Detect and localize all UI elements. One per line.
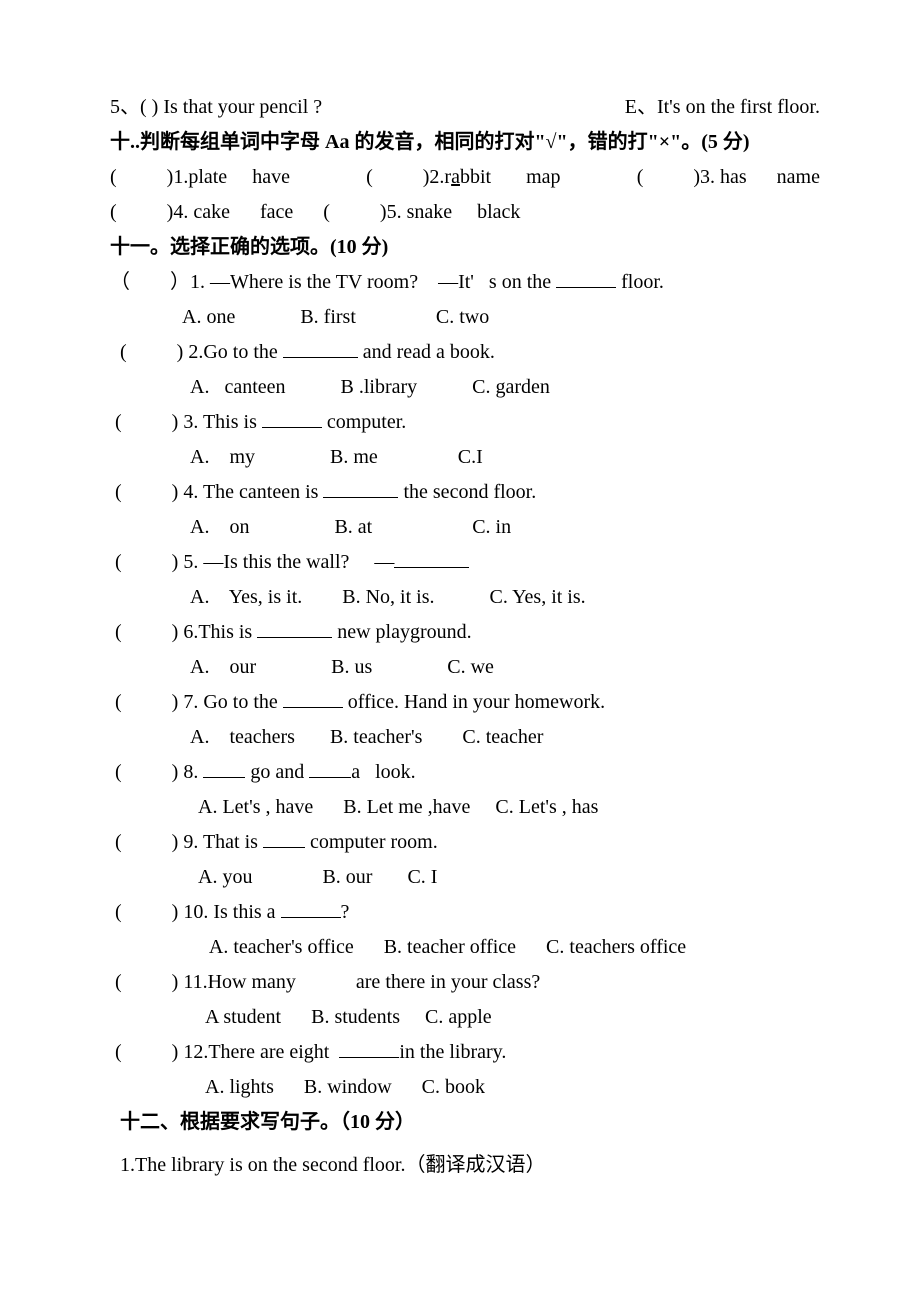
section12-q1: 1.The library is on the second floor.（翻译… [110, 1148, 820, 1183]
blank[interactable] [309, 759, 351, 778]
q11-5-opts: A. Yes, is it. B. No, it is. C. Yes, it … [110, 580, 820, 615]
q5-row: 5、( ) Is that your pencil ? E、It's on th… [110, 90, 820, 125]
s10-r2-b: ( )5. snake black [323, 195, 520, 230]
blank[interactable] [556, 269, 616, 288]
q11-11: ( ) 11.How many are there in your class? [110, 965, 820, 1000]
q11-12-opts: A. lights B. window C. book [110, 1070, 820, 1105]
worksheet-page: 5、( ) Is that your pencil ? E、It's on th… [0, 0, 920, 1302]
q11-3: ( ) 3. This is computer. [110, 405, 820, 440]
blank[interactable] [283, 339, 358, 358]
blank[interactable] [339, 1039, 399, 1058]
blank[interactable] [323, 479, 398, 498]
q11-9-opts: A. you B. our C. I [110, 860, 820, 895]
q11-11-opts: A student B. students C. apple [110, 1000, 820, 1035]
section11-heading: 十一。选择正确的选项。(10 分) [110, 230, 820, 265]
q11-4-opts: A. on B. at C. in [110, 510, 820, 545]
blank[interactable] [281, 899, 341, 918]
q11-8: ( ) 8. go and a look. [110, 755, 820, 790]
section12-heading: 十二、根据要求写句子。（10 分） [110, 1105, 820, 1140]
s10-r2-a: ( )4. cake face [110, 195, 293, 230]
q11-6-opts: A. our B. us C. we [110, 650, 820, 685]
q11-8-opts: A. Let's , have B. Let me ,have C. Let's… [110, 790, 820, 825]
q11-2: ( ) 2.Go to the and read a book. [110, 335, 820, 370]
blank[interactable] [257, 619, 332, 638]
section10-heading: 十..判断每组单词中字母 Aa 的发音，相同的打对"√"，错的打"×"。(5 分… [110, 125, 820, 160]
q11-7-opts: A. teachers B. teacher's C. teacher [110, 720, 820, 755]
s10-r1-a: ( )1.plate have [110, 160, 290, 195]
q5-right: E、It's on the first floor. [625, 90, 820, 125]
q11-12: ( ) 12.There are eight in the library. [110, 1035, 820, 1070]
section10-row1: ( )1.plate have ( )2.rabbit map ( )3. ha… [110, 160, 820, 195]
q11-5: ( ) 5. —Is this the wall? — [110, 545, 820, 580]
blank[interactable] [283, 689, 343, 708]
q11-2-opts: A. canteen B .library C. garden [110, 370, 820, 405]
q11-1-opts: A. one B. first C. two [110, 300, 820, 335]
s10-r1-c: ( )3. has name [637, 160, 820, 195]
q11-9: ( ) 9. That is computer room. [110, 825, 820, 860]
blank[interactable] [263, 829, 305, 848]
q11-10-opts: A. teacher's office B. teacher office C.… [110, 930, 820, 965]
q11-10: ( ) 10. Is this a ? [110, 895, 820, 930]
q11-7: ( ) 7. Go to the office. Hand in your ho… [110, 685, 820, 720]
blank[interactable] [394, 549, 469, 568]
section10-row2: ( )4. cake face ( )5. snake black [110, 195, 820, 230]
q11-4: ( ) 4. The canteen is the second floor. [110, 475, 820, 510]
q11-6: ( ) 6.This is new playground. [110, 615, 820, 650]
q11-1: （ ）1. —Where is the TV room? —It' s on t… [110, 265, 820, 300]
s10-r1-b: ( )2.rabbit map [366, 160, 560, 195]
blank[interactable] [262, 409, 322, 428]
blank[interactable] [203, 759, 245, 778]
q11-3-opts: A. my B. me C.I [110, 440, 820, 475]
q5-left: 5、( ) Is that your pencil ? [110, 90, 322, 125]
